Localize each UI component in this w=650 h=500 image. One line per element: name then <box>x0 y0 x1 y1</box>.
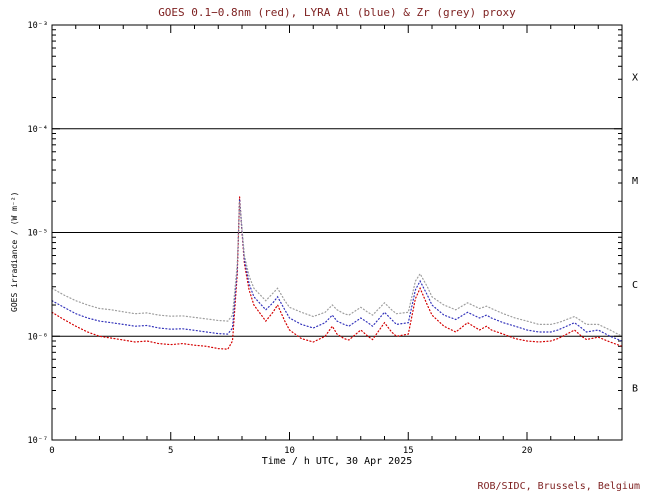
x-axis-label: Time / h UTC, 30 Apr 2025 <box>261 456 413 467</box>
svg-text:20: 20 <box>522 446 533 456</box>
svg-text:5: 5 <box>168 446 173 456</box>
svg-text:M: M <box>632 176 638 187</box>
svg-text:X: X <box>632 72 638 83</box>
svg-text:10: 10 <box>284 446 295 456</box>
series-goes-0-1-0-8nm <box>51 196 623 350</box>
flare-class-lines <box>52 128 622 337</box>
series-lyra-zr-proxy <box>51 201 623 337</box>
series-lyra-al-proxy <box>51 199 623 342</box>
plot-border <box>51 24 623 441</box>
flare-class-labels: X M C B <box>632 72 638 394</box>
x-axis-ticks: 0 5 10 15 20 <box>49 25 623 456</box>
svg-text:C: C <box>632 280 638 291</box>
svg-text:B: B <box>632 384 638 395</box>
chart-title: GOES 0.1−0.8nm (red), LYRA Al (blue) & Z… <box>158 6 516 19</box>
credit-text: ROB/SIDC, Brussels, Belgium <box>477 481 640 492</box>
svg-text:0: 0 <box>49 446 54 456</box>
svg-text:15: 15 <box>403 446 414 456</box>
svg-text:10⁻⁴: 10⁻⁴ <box>28 125 48 135</box>
svg-text:10⁻⁷: 10⁻⁷ <box>28 436 48 446</box>
svg-text:10⁻⁵: 10⁻⁵ <box>28 229 48 239</box>
y-axis-ticks: 10⁻³ 10⁻⁴ 10⁻⁵ 10⁻⁶ 10⁻⁷ <box>28 21 622 446</box>
svg-text:10⁻⁶: 10⁻⁶ <box>28 332 48 342</box>
svg-text:10⁻³: 10⁻³ <box>28 21 48 31</box>
